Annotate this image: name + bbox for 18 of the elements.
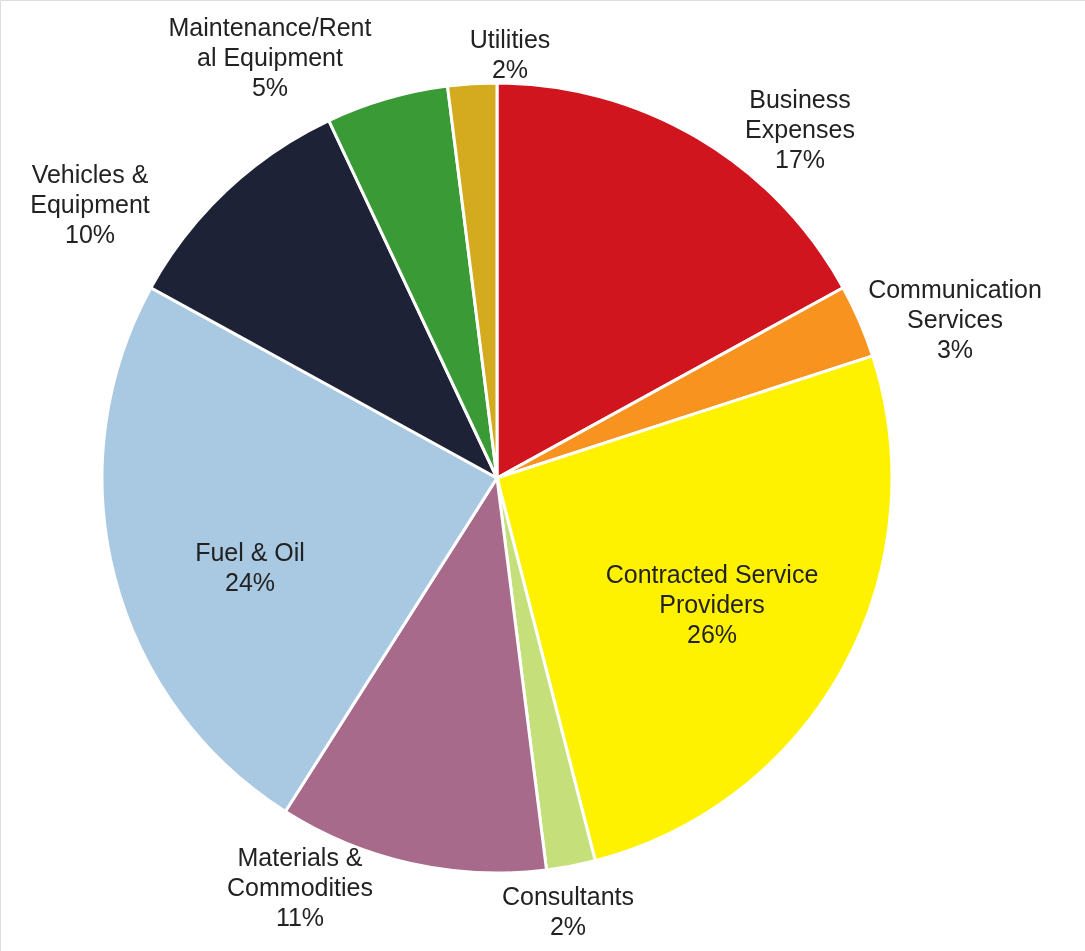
slice-label: Consultants bbox=[501, 882, 635, 910]
slice-label: Contracted Service Providers bbox=[605, 560, 819, 618]
slice-label: Vehicles & Equipment bbox=[30, 160, 150, 218]
data-label: 17% bbox=[774, 145, 826, 173]
data-label: 24% bbox=[224, 568, 276, 596]
slice-label: Communication Services bbox=[868, 275, 1042, 333]
data-label: 26% bbox=[686, 620, 738, 648]
slice-label: Fuel & Oil bbox=[195, 538, 305, 566]
data-label: 2% bbox=[491, 55, 529, 83]
slice-label: Utilities bbox=[469, 25, 551, 53]
slice-label: Materials & Commodities bbox=[227, 843, 373, 901]
data-label: 2% bbox=[549, 912, 587, 940]
data-label: 3% bbox=[936, 335, 974, 363]
slice-label: Business Expenses bbox=[745, 85, 855, 143]
slice-label: Maintenance/Rental Equipment bbox=[168, 13, 372, 71]
data-label: 10% bbox=[64, 220, 116, 248]
data-label: 11% bbox=[275, 903, 325, 931]
data-label: 5% bbox=[251, 73, 289, 101]
